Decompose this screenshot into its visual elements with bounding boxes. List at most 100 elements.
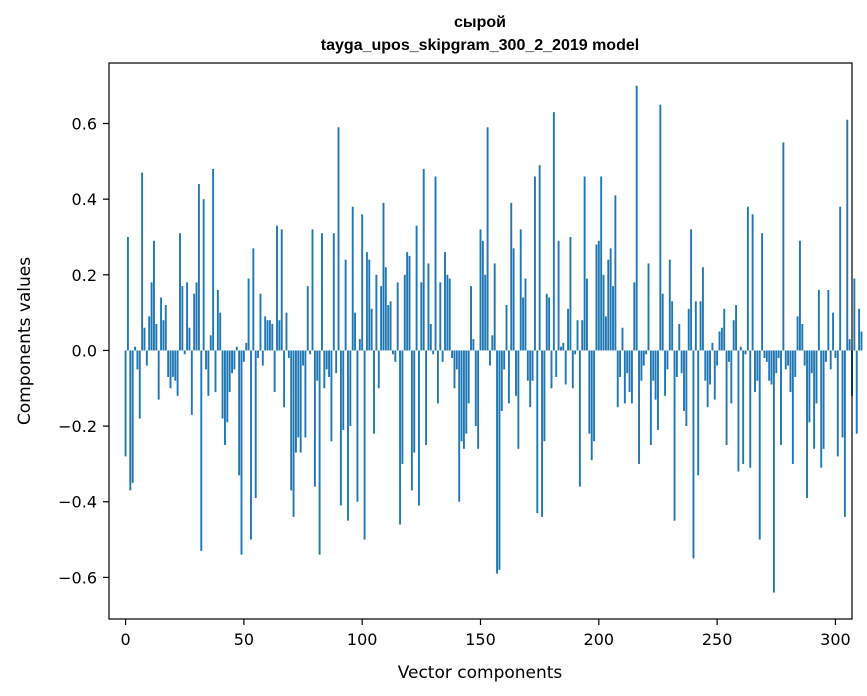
bar-component-149: [477, 350, 480, 449]
bar-component-34: [205, 350, 207, 370]
bar-component-262: [744, 350, 747, 355]
bar-component-109: [382, 202, 385, 351]
bar-component-146: [470, 286, 472, 351]
bar-component-10: [148, 316, 151, 351]
bar-component-216: [635, 85, 638, 351]
bar-component-294: [820, 350, 823, 468]
bar-component-257: [732, 320, 735, 351]
bar-component-30: [195, 282, 198, 351]
bar-component-95: [349, 350, 352, 427]
bar-component-46: [233, 350, 236, 370]
bar-component-268: [758, 350, 761, 540]
bar-component-40: [219, 312, 222, 351]
bar-component-233: [675, 350, 678, 377]
bar-component-186: [564, 350, 567, 385]
bar-component-177: [543, 350, 546, 442]
chart-title-line2: tayga_upos_skipgram_300_2_2019 model: [321, 37, 639, 54]
bar-component-284: [796, 316, 799, 351]
bar-component-113: [392, 350, 394, 355]
bar-component-135: [444, 252, 446, 351]
bar-component-187: [567, 308, 569, 351]
bar-component-143: [462, 350, 465, 449]
bar-component-305: [846, 119, 849, 351]
bar-component-164: [512, 248, 515, 351]
bar-component-107: [377, 350, 380, 389]
bar-component-137: [448, 278, 451, 351]
bar-component-277: [780, 350, 782, 446]
bar-component-240: [692, 350, 695, 559]
x-tick-label: 200: [584, 630, 615, 649]
bar-component-204: [607, 259, 610, 351]
bar-component-174: [536, 350, 539, 514]
bar-component-45: [231, 350, 233, 374]
bar-component-106: [375, 274, 378, 351]
bar-component-258: [735, 305, 737, 351]
bar-component-56: [257, 350, 260, 359]
bar-component-210: [621, 327, 624, 351]
bar-component-207: [614, 195, 617, 351]
bar-component-193: [581, 320, 584, 351]
bar-component-97: [354, 312, 357, 351]
bar-component-194: [583, 176, 586, 351]
bar-component-224: [654, 350, 657, 400]
x-tick-label: 150: [465, 630, 496, 649]
bar-component-132: [436, 350, 439, 404]
bar-component-184: [560, 346, 562, 351]
bar-component-169: [524, 278, 527, 351]
bar-component-222: [649, 350, 652, 446]
bar-component-299: [832, 312, 835, 351]
bar-component-19: [169, 350, 172, 389]
bar-component-25: [183, 350, 186, 355]
bar-component-310: [858, 308, 861, 351]
bar-component-138: [451, 350, 454, 359]
bar-component-99: [358, 339, 361, 351]
bar-component-105: [373, 350, 375, 434]
bar-component-33: [202, 199, 205, 351]
bar-component-156: [493, 263, 496, 351]
bar-component-289: [808, 350, 811, 423]
bar-component-0: [124, 350, 127, 457]
bar-component-281: [789, 350, 792, 393]
bar-component-101: [363, 350, 366, 540]
bar-component-110: [384, 267, 387, 351]
bar-component-161: [505, 305, 508, 351]
bar-component-79: [311, 229, 314, 351]
x-tick-label: 50: [234, 630, 254, 649]
bar-component-244: [701, 267, 704, 351]
bar-component-251: [718, 331, 721, 351]
x-tick-label: 250: [702, 630, 733, 649]
bar-component-290: [810, 350, 813, 374]
bar-component-102: [365, 252, 368, 351]
bar-component-275: [775, 350, 778, 374]
bar-component-267: [756, 350, 759, 381]
y-tick-label: 0.0: [72, 341, 97, 360]
bar-component-151: [481, 240, 484, 351]
bar-component-31: [197, 184, 200, 351]
bar-component-42: [224, 350, 226, 446]
bar-component-91: [339, 350, 342, 506]
bar-component-67: [283, 350, 286, 408]
bar-component-185: [562, 342, 565, 351]
bar-component-122: [413, 350, 416, 453]
bar-series: [124, 85, 863, 593]
bar-component-84: [323, 350, 326, 389]
bar-component-87: [330, 350, 333, 442]
bar-component-93: [344, 259, 347, 351]
bar-component-118: [403, 274, 406, 351]
bar-component-180: [550, 350, 553, 389]
bar-component-157: [496, 350, 499, 574]
bar-component-3: [131, 350, 134, 483]
bar-component-123: [415, 225, 418, 351]
bar-component-250: [716, 350, 719, 366]
bar-component-247: [709, 350, 711, 385]
bar-component-261: [742, 350, 745, 464]
bar-component-115: [396, 282, 399, 351]
bar-component-165: [515, 350, 517, 396]
bar-component-142: [460, 350, 463, 442]
bar-component-104: [370, 308, 373, 351]
bar-component-82: [318, 350, 321, 555]
bar-component-245: [704, 350, 707, 381]
bar-component-1: [126, 236, 129, 351]
bar-component-285: [799, 240, 801, 351]
x-axis-ticks: 0 50 100 150 200 250 300: [120, 619, 851, 649]
